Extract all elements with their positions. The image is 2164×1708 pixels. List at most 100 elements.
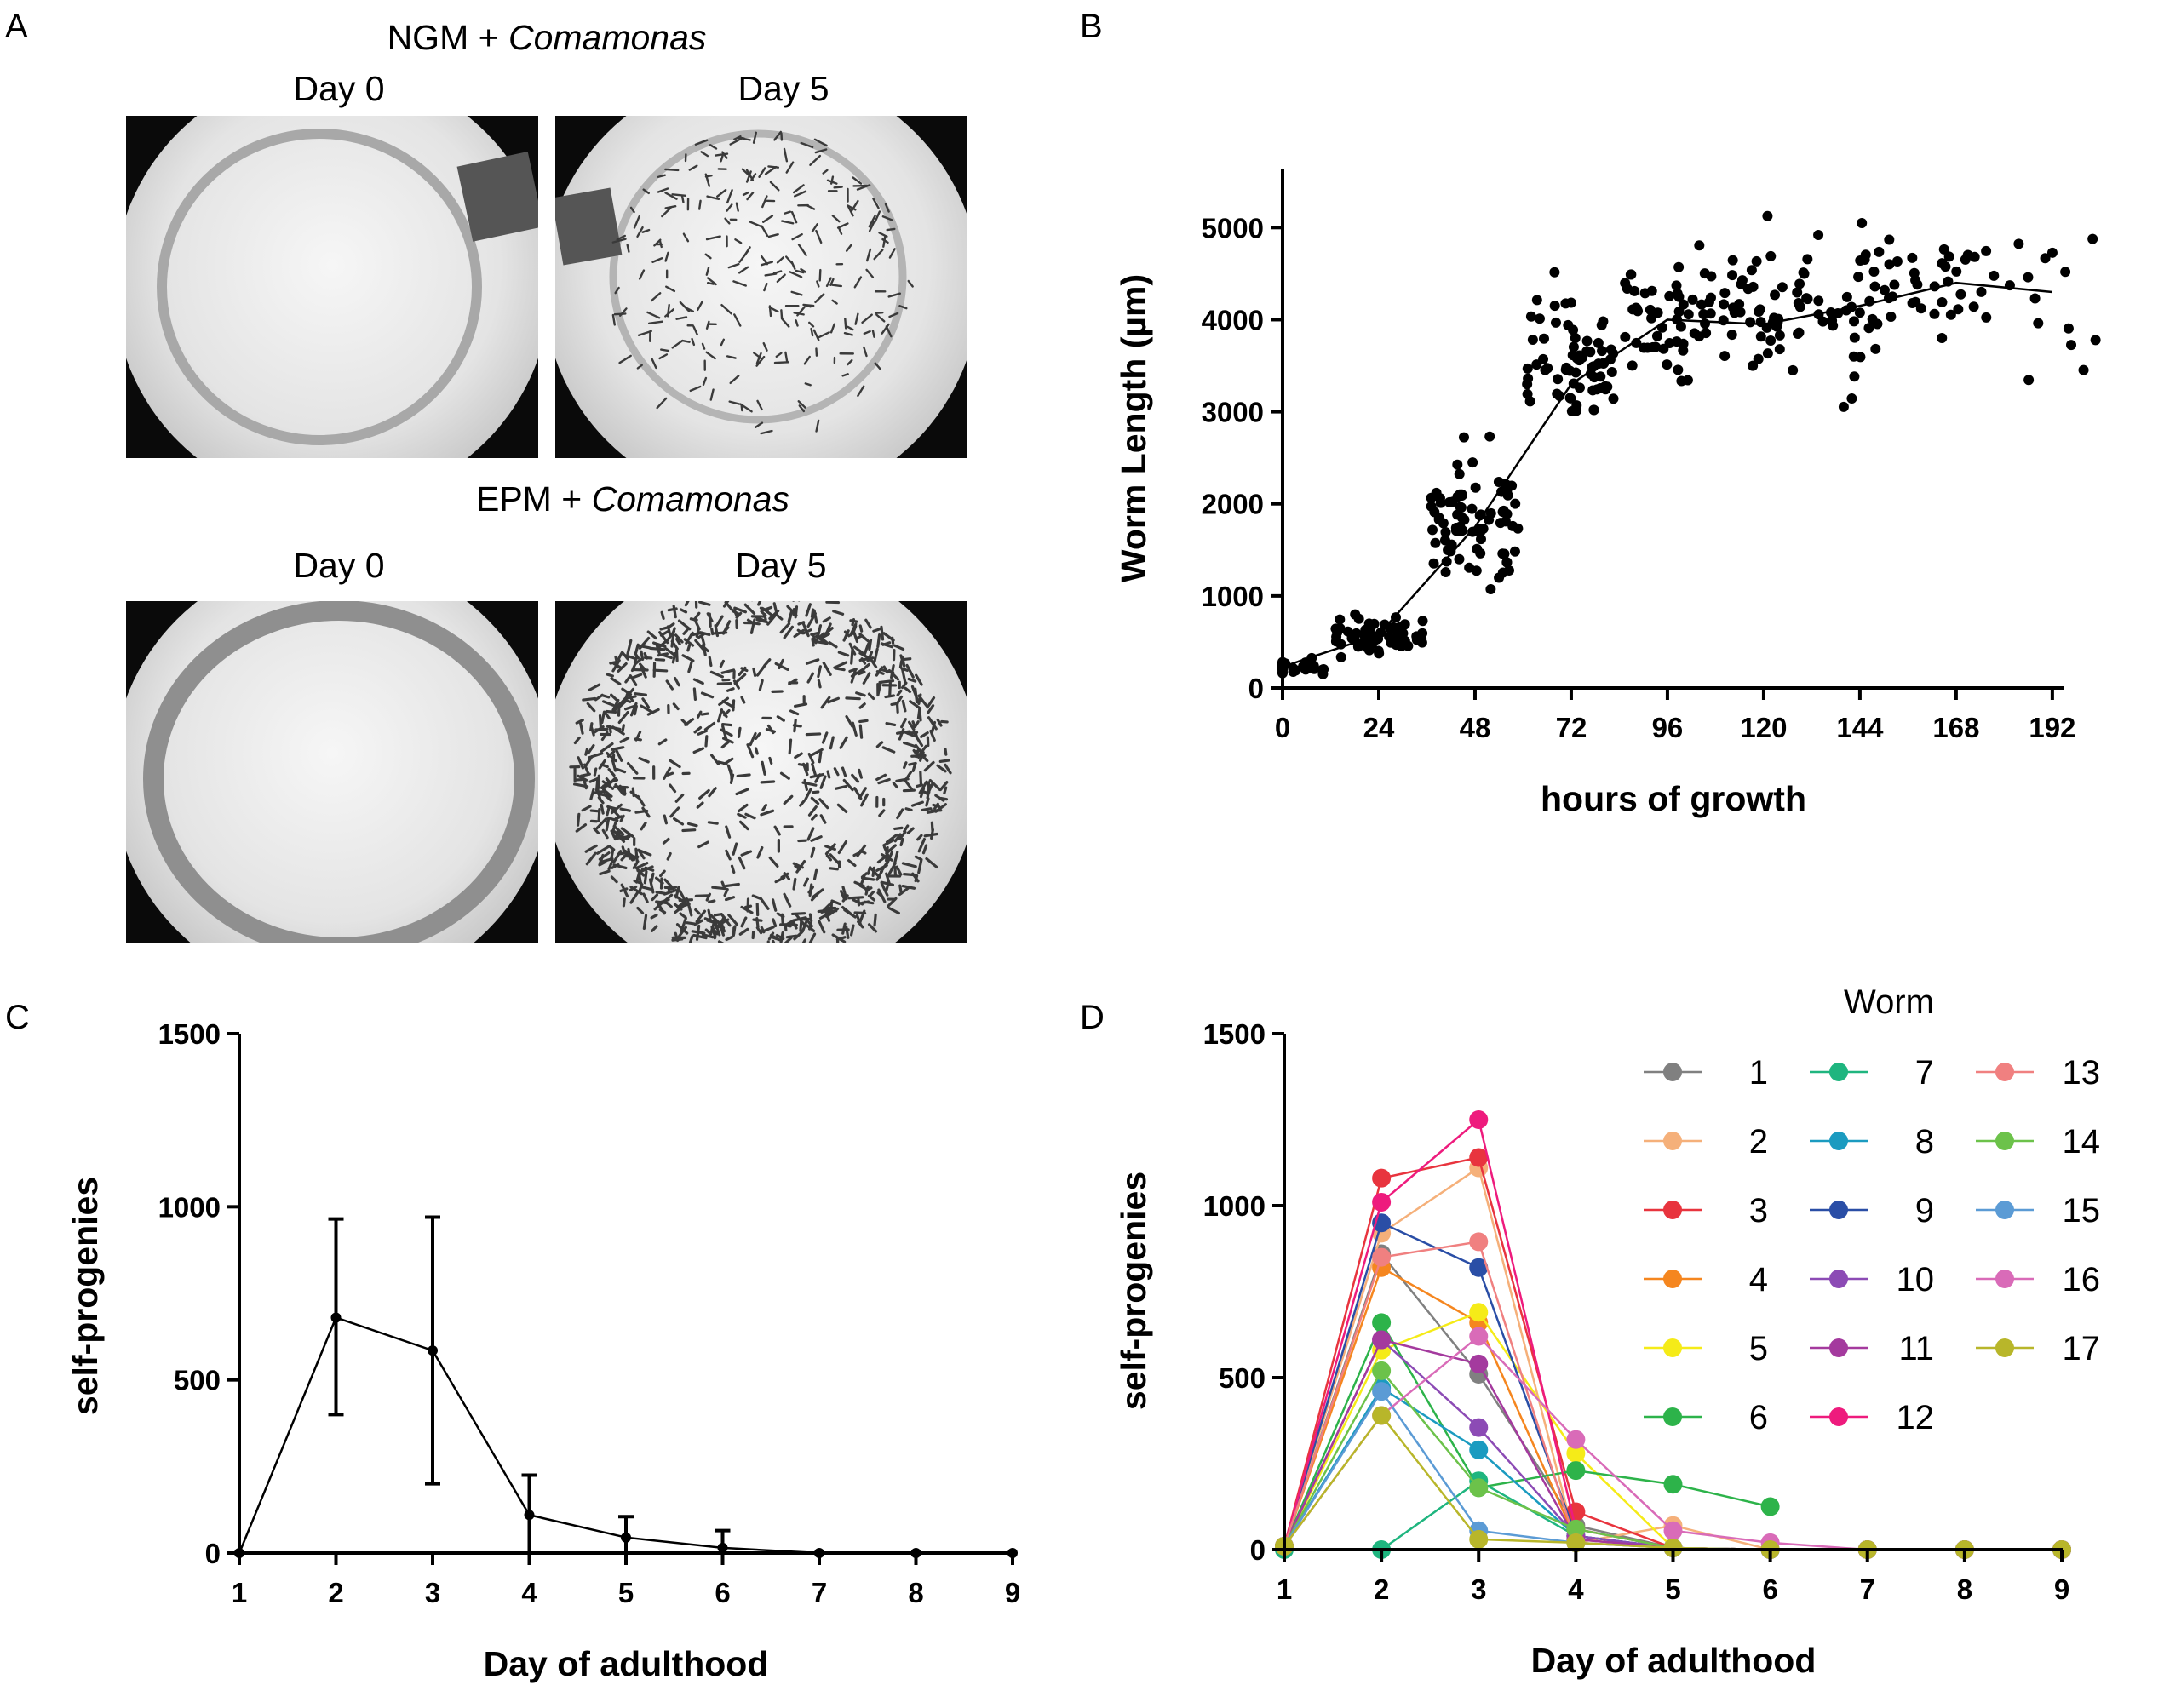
panel-b-point bbox=[1412, 632, 1423, 643]
panel-c-x-tick-label: 8 bbox=[908, 1577, 923, 1608]
worm-mark bbox=[740, 696, 746, 704]
panel-b-point bbox=[1792, 287, 1803, 298]
worm-mark bbox=[871, 330, 875, 338]
worm-mark bbox=[911, 764, 916, 772]
worm-mark bbox=[622, 897, 626, 908]
worm-mark bbox=[692, 747, 705, 754]
worm-mark bbox=[795, 269, 805, 274]
panel-b-point bbox=[1467, 526, 1478, 537]
worm-mark bbox=[944, 763, 952, 775]
panel-d-x-tick-label: 9 bbox=[2054, 1573, 2069, 1605]
worm-mark bbox=[705, 235, 721, 241]
worm-mark bbox=[601, 700, 615, 707]
worm-mark bbox=[677, 926, 687, 938]
panel-d-point bbox=[1372, 1361, 1392, 1380]
worm-mark bbox=[822, 616, 831, 623]
panel-b-point bbox=[1472, 543, 1483, 554]
worm-mark bbox=[807, 805, 818, 817]
worm-mark bbox=[632, 860, 640, 870]
worm-mark bbox=[825, 907, 840, 919]
worm-mark bbox=[617, 851, 629, 856]
worm-mark bbox=[706, 195, 720, 201]
worm-mark bbox=[702, 376, 708, 386]
panel-d-legend-label: 9 bbox=[1915, 1192, 1934, 1229]
worm-mark bbox=[695, 909, 707, 923]
worm-mark bbox=[906, 827, 915, 834]
worm-mark bbox=[847, 896, 864, 900]
panel-d-point bbox=[1372, 1192, 1392, 1212]
panel-b-point bbox=[1855, 352, 1866, 363]
worm-mark bbox=[598, 860, 607, 867]
worm-mark bbox=[697, 729, 709, 736]
worm-mark bbox=[686, 921, 697, 926]
worm-mark bbox=[914, 731, 919, 739]
worm-mark bbox=[641, 697, 651, 709]
worm-mark bbox=[600, 710, 606, 725]
worm-mark bbox=[739, 403, 753, 413]
worm-mark bbox=[705, 320, 710, 330]
worm-mark bbox=[901, 699, 907, 713]
worm-mark bbox=[776, 715, 785, 722]
worm-mark bbox=[803, 778, 808, 791]
panel-b-point bbox=[1765, 335, 1777, 346]
panel-b-point bbox=[1841, 291, 1852, 302]
worm-mark bbox=[847, 358, 853, 366]
worm-mark bbox=[749, 731, 757, 747]
worm-mark bbox=[901, 668, 907, 684]
worm-mark bbox=[729, 773, 735, 785]
worm-mark bbox=[701, 636, 706, 647]
worm-mark bbox=[904, 807, 913, 811]
panel-b-point bbox=[1552, 388, 1563, 399]
worm-mark bbox=[740, 404, 743, 412]
panel-b-point bbox=[1396, 640, 1407, 651]
panel-b-point bbox=[1701, 328, 1712, 339]
worm-mark bbox=[855, 914, 863, 927]
panel-b-point bbox=[1608, 348, 1619, 359]
worm-mark bbox=[723, 708, 731, 717]
worm-mark bbox=[767, 232, 779, 238]
worm-mark bbox=[902, 741, 917, 748]
panel-b-x-tick-label: 192 bbox=[2029, 712, 2075, 743]
worm-mark bbox=[726, 687, 735, 692]
worm-mark bbox=[892, 782, 898, 789]
panel-b-y-tick-label: 5000 bbox=[1202, 212, 1264, 244]
worm-mark bbox=[706, 277, 717, 286]
worm-mark bbox=[614, 286, 620, 295]
worm-mark bbox=[732, 588, 739, 599]
worm-mark bbox=[801, 596, 809, 599]
worm-mark bbox=[600, 763, 609, 769]
worm-mark bbox=[737, 726, 742, 738]
panel-d-legend-item: 5 bbox=[1644, 1330, 1768, 1367]
worm-mark bbox=[634, 692, 647, 696]
worm-mark bbox=[610, 677, 622, 685]
worm-mark bbox=[776, 273, 786, 284]
worm-mark bbox=[633, 215, 640, 229]
panel-b-point bbox=[2060, 267, 2071, 278]
worm-mark bbox=[698, 788, 710, 800]
worm-mark bbox=[744, 904, 753, 909]
worm-mark bbox=[701, 342, 706, 350]
panel-b-point bbox=[1646, 285, 1657, 296]
panel-b-point bbox=[1719, 351, 1731, 362]
worm-mark bbox=[588, 777, 598, 783]
worm-mark bbox=[714, 923, 726, 930]
worm-mark bbox=[783, 625, 794, 639]
worm-mark bbox=[760, 809, 775, 817]
worm-mark bbox=[916, 783, 924, 788]
worm-mark bbox=[663, 766, 672, 780]
worm-mark bbox=[921, 807, 933, 812]
worm-mark bbox=[672, 702, 680, 711]
panel-b-point bbox=[1498, 505, 1509, 516]
worm-mark bbox=[860, 872, 869, 879]
worm-mark bbox=[607, 859, 614, 871]
worm-mark bbox=[750, 173, 757, 181]
worm-mark bbox=[762, 215, 774, 223]
panel-b-point bbox=[1440, 567, 1451, 578]
worm-mark bbox=[842, 629, 850, 642]
panel-b-point bbox=[1777, 282, 1788, 293]
worm-mark bbox=[817, 679, 822, 689]
worm-mark bbox=[696, 801, 704, 809]
worm-mark bbox=[659, 869, 666, 878]
worm-mark bbox=[810, 631, 821, 636]
panel-b-point bbox=[1430, 537, 1441, 548]
